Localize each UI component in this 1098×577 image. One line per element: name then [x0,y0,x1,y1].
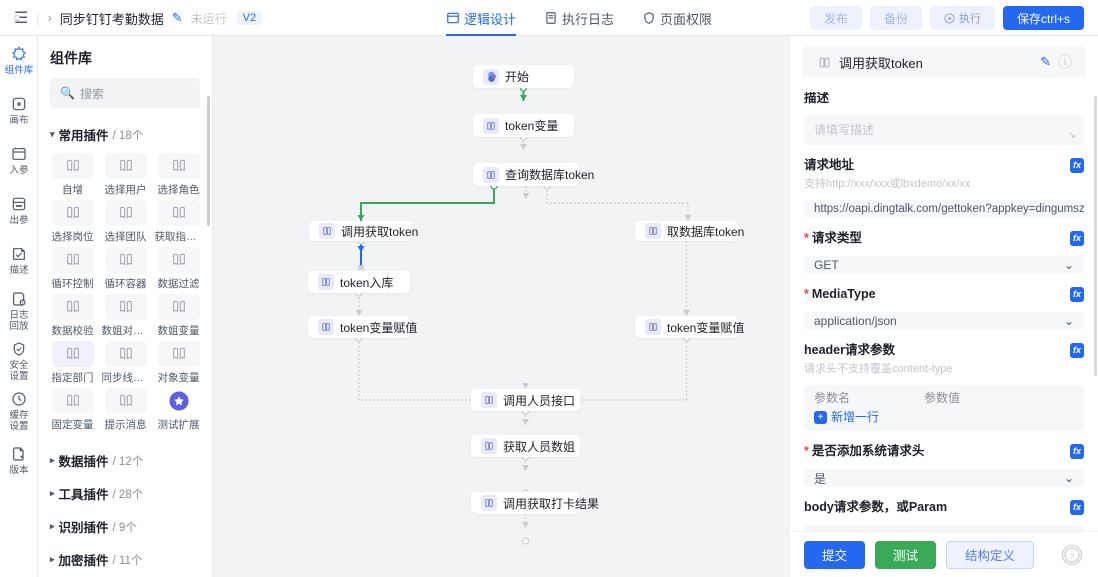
svg-text:?: ? [1070,551,1075,560]
